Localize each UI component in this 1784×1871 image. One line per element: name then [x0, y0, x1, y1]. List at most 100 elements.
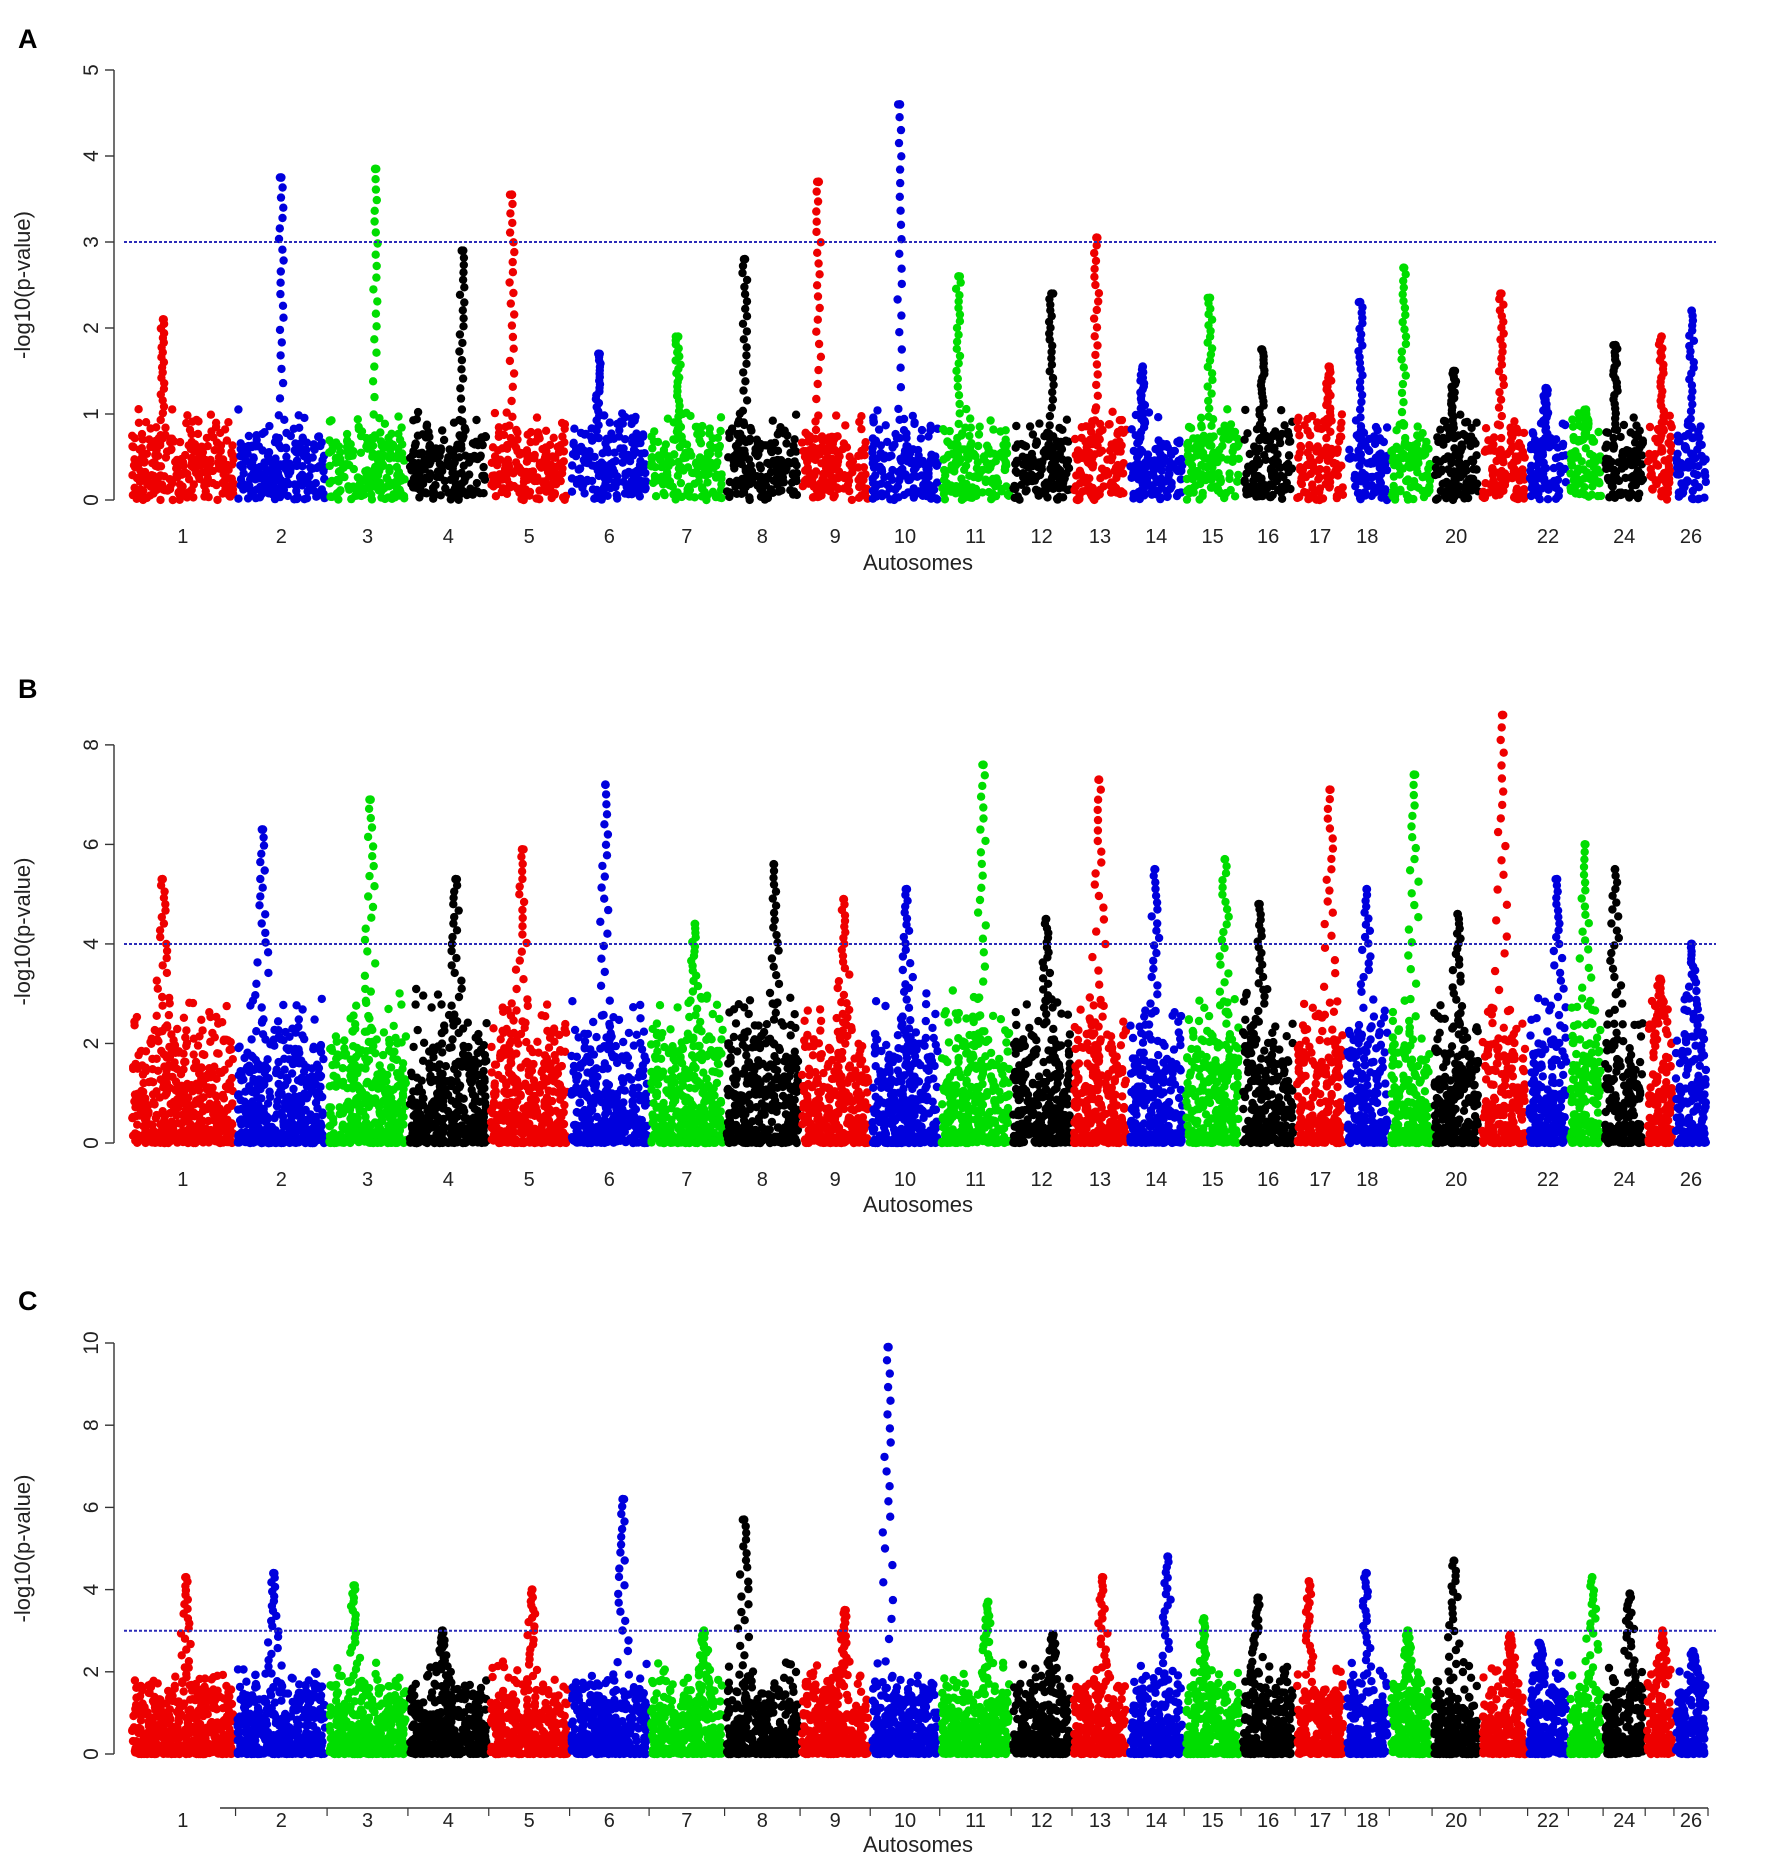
snp-point	[673, 433, 682, 443]
snp-point	[372, 322, 381, 331]
snp-point	[276, 193, 286, 202]
snp-point	[156, 462, 166, 471]
snp-point	[1584, 492, 1593, 501]
snp-point	[897, 345, 906, 354]
x-tick-label: 17	[1309, 526, 1331, 548]
snp-point	[739, 418, 748, 427]
snp-point	[742, 327, 752, 336]
snp-point	[1092, 305, 1102, 315]
snp-point	[413, 407, 423, 417]
snp-point	[984, 444, 993, 453]
snp-point	[1305, 441, 1314, 450]
snp-point	[1022, 486, 1031, 495]
snp-point	[327, 476, 337, 486]
snp-point	[280, 459, 289, 469]
snp-point	[143, 479, 152, 489]
snp-point	[202, 433, 212, 443]
snp-point	[343, 436, 352, 445]
snp-point	[1216, 478, 1225, 487]
snp-point	[1379, 437, 1389, 447]
snp-point	[1356, 413, 1365, 422]
snp-point	[739, 335, 748, 344]
snp-point	[896, 383, 906, 392]
snp-point	[1206, 483, 1216, 492]
snp-point	[572, 479, 582, 488]
snp-point	[649, 478, 658, 488]
snp-point	[1093, 391, 1103, 400]
snp-point	[1558, 441, 1568, 451]
snp-point	[455, 330, 465, 339]
snp-point	[1677, 479, 1686, 488]
chromosome-4-points	[405, 246, 491, 504]
snp-point	[558, 493, 568, 502]
snp-point	[532, 413, 542, 422]
snp-point	[244, 431, 254, 441]
snp-point	[510, 247, 519, 257]
snp-point	[627, 481, 636, 490]
snp-point	[1609, 433, 1618, 443]
snp-point	[1303, 448, 1312, 457]
snp-point	[540, 453, 550, 462]
snp-point	[953, 433, 962, 443]
chromosome-5-points	[487, 190, 571, 505]
snp-point	[541, 426, 551, 435]
snp-point	[689, 468, 698, 478]
snp-point	[742, 275, 752, 285]
snp-point	[151, 1137, 160, 1147]
snp-point	[801, 466, 810, 475]
snp-point	[182, 1026, 191, 1035]
snp-point	[148, 1090, 158, 1099]
snp-point	[253, 467, 263, 477]
snp-point	[739, 487, 749, 497]
snp-point	[1048, 388, 1057, 397]
x-tick-label: 7	[681, 526, 692, 548]
snp-point	[1633, 457, 1642, 466]
snp-point	[1295, 431, 1304, 440]
snp-point	[741, 304, 750, 313]
snp-point	[1175, 436, 1184, 445]
snp-point	[294, 411, 303, 420]
snp-point	[458, 275, 468, 284]
snp-point	[248, 1097, 257, 1106]
snp-point	[221, 482, 230, 492]
snp-point	[245, 1068, 254, 1077]
snp-point	[944, 438, 953, 447]
snp-point	[459, 268, 468, 277]
snp-point	[228, 441, 237, 450]
snp-point	[237, 1120, 246, 1129]
snp-point	[334, 477, 343, 486]
snp-point	[1495, 490, 1504, 499]
snp-point	[132, 474, 142, 483]
snp-point	[148, 459, 157, 468]
x-tick-label: 20	[1445, 526, 1467, 548]
snp-point	[1519, 428, 1529, 438]
snp-point	[1206, 457, 1216, 466]
snp-point	[570, 424, 579, 433]
snp-point	[1305, 458, 1315, 467]
snp-point	[205, 1064, 214, 1073]
snp-point	[812, 327, 821, 336]
snp-point	[742, 359, 751, 368]
snp-point	[691, 459, 701, 468]
snp-point	[813, 248, 822, 257]
snp-point	[199, 1072, 209, 1081]
snp-point	[371, 185, 381, 194]
snp-point	[927, 450, 936, 460]
snp-point	[895, 113, 904, 122]
snp-point	[1104, 420, 1114, 429]
snp-point	[130, 455, 139, 464]
snp-point	[1510, 428, 1519, 437]
snp-point	[618, 409, 627, 418]
snp-point	[191, 1057, 201, 1067]
snp-point	[832, 411, 841, 420]
snp-point	[1188, 475, 1197, 484]
snp-point	[883, 480, 892, 490]
snp-point	[438, 426, 447, 435]
snp-point	[1543, 495, 1553, 504]
snp-point	[1652, 480, 1661, 489]
snp-point	[697, 429, 706, 438]
snp-point	[452, 470, 461, 479]
snp-point	[397, 423, 406, 432]
snp-point	[1356, 450, 1366, 459]
snp-point	[156, 471, 165, 480]
